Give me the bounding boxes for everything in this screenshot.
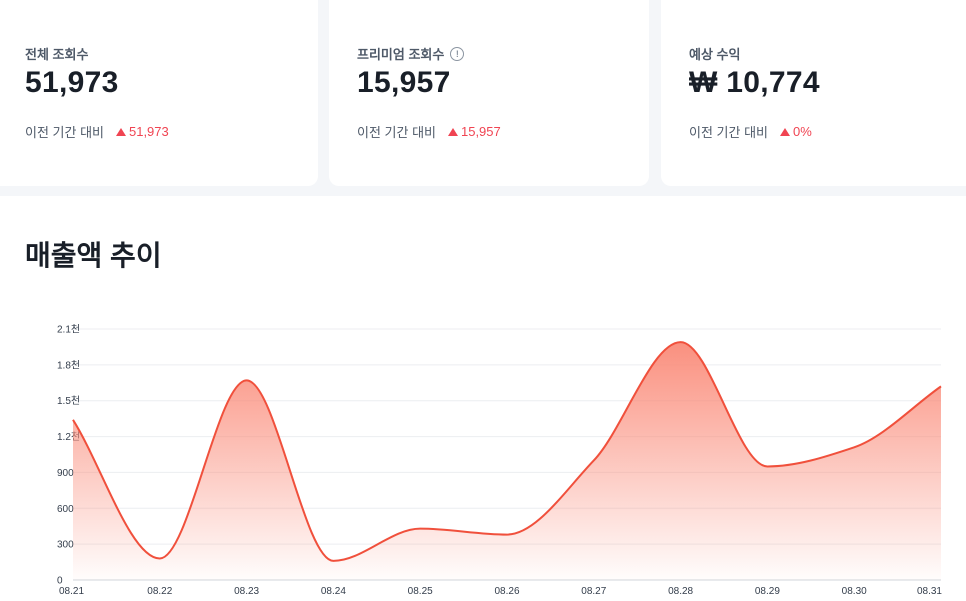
compare-label: 이전 기간 대비 xyxy=(689,125,768,140)
delta-value: 51,973 xyxy=(128,124,169,139)
premium-views-compare: 이전 기간 대비 15,957 xyxy=(357,122,501,141)
y-tick-label: 1.8천 xyxy=(57,359,80,371)
data-point[interactable] xyxy=(414,523,426,535)
premium-views-card: 프리미엄 조회수 ! 15,957 이전 기간 대비 15,957 xyxy=(329,0,649,186)
compare-label: 이전 기간 대비 xyxy=(25,125,104,140)
delta-value: 15,957 xyxy=(460,124,501,139)
total-views-compare: 이전 기간 대비 51,973 xyxy=(25,122,169,141)
total-views-card: 전체 조회수 51,973 이전 기간 대비 51,973 xyxy=(0,0,318,186)
data-point[interactable] xyxy=(501,529,513,541)
data-point[interactable] xyxy=(935,380,947,392)
total-views-label-text: 전체 조회수 xyxy=(25,47,89,62)
total-views-label: 전체 조회수 xyxy=(25,44,88,63)
expected-revenue-label-text: 예상 수익 xyxy=(689,47,741,62)
compare-label: 이전 기간 대비 xyxy=(357,125,436,140)
revenue-trend-panel: 매출액 추이 0 300 600 900 1.2천 1.5천 1.8천 2.1천 08.21 08… xyxy=(0,196,966,601)
premium-views-label-text: 프리미엄 조회수 xyxy=(357,47,445,62)
y-tick-label: 2.1천 xyxy=(57,324,80,336)
x-tick-label: 08.29 xyxy=(755,586,780,597)
data-point[interactable] xyxy=(588,454,600,466)
delta-badge: 51,973 xyxy=(115,124,169,139)
x-tick-label: 08.21 xyxy=(59,586,84,597)
triangle-up-icon xyxy=(447,127,458,136)
premium-views-label: 프리미엄 조회수 ! xyxy=(357,44,465,63)
data-point[interactable] xyxy=(327,555,339,567)
x-tick-label: 08.25 xyxy=(408,586,433,597)
data-point[interactable] xyxy=(154,552,166,564)
data-point[interactable] xyxy=(848,441,860,453)
y-tick-label: 900 xyxy=(57,468,74,479)
x-tick-label: 08.28 xyxy=(668,586,693,597)
x-tick-label: 08.30 xyxy=(842,586,867,597)
delta-value: 0% xyxy=(792,124,812,139)
triangle-up-icon xyxy=(779,127,790,136)
x-tick-label: 08.27 xyxy=(581,586,606,597)
premium-views-value: 15,957 xyxy=(357,66,451,99)
x-tick-label: 08.22 xyxy=(147,586,172,597)
x-tick-label: 08.24 xyxy=(321,586,346,597)
data-point[interactable] xyxy=(241,374,253,386)
delta-badge: 15,957 xyxy=(447,124,501,139)
expected-revenue-label: 예상 수익 xyxy=(689,44,740,63)
x-tick-label: 08.26 xyxy=(494,586,519,597)
total-views-value: 51,973 xyxy=(25,66,119,99)
x-tick-label: 08.31 xyxy=(917,586,942,597)
expected-revenue-card: 예상 수익 ₩ 10,774 이전 기간 대비 0% xyxy=(661,0,966,186)
y-tick-label: 1.5천 xyxy=(57,395,80,407)
y-tick-label: 600 xyxy=(57,504,74,515)
info-icon[interactable]: ! xyxy=(450,46,465,61)
data-point[interactable] xyxy=(67,414,79,426)
stats-row: 전체 조회수 51,973 이전 기간 대비 51,973 프리미엄 조회수 !… xyxy=(0,0,966,186)
x-tick-label: 08.23 xyxy=(234,586,259,597)
y-tick-label: 300 xyxy=(57,540,74,551)
triangle-up-icon xyxy=(115,127,126,136)
delta-badge: 0% xyxy=(779,124,812,139)
y-tick-label: 0 xyxy=(57,576,63,587)
chart-title: 매출액 추이 xyxy=(25,240,162,271)
revenue-line xyxy=(72,341,942,562)
data-point[interactable] xyxy=(675,336,687,348)
data-point[interactable] xyxy=(761,460,773,472)
expected-revenue-value: ₩ 10,774 xyxy=(689,66,820,99)
revenue-area xyxy=(73,342,941,580)
expected-revenue-compare: 이전 기간 대비 0% xyxy=(689,122,812,141)
